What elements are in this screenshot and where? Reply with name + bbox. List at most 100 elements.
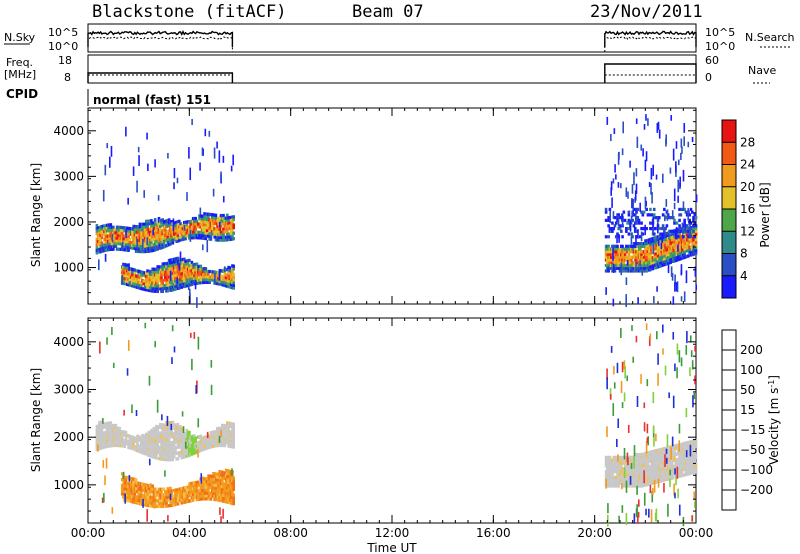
power-echo [616, 218, 619, 222]
velocity-echo [120, 444, 124, 448]
power-cbar-label: Power [dB] [758, 182, 772, 247]
power-echo [687, 229, 690, 233]
power-sparse [152, 229, 154, 236]
velocity-echo [641, 464, 645, 468]
nsky-tick-low: 10^0 [48, 40, 78, 53]
velocity-echo [99, 437, 102, 442]
power-echo [186, 225, 190, 229]
velocity-echo [205, 491, 209, 495]
velocity-echo [694, 461, 698, 466]
power-echo [103, 224, 106, 228]
power-echo [683, 218, 686, 222]
power-echo [661, 244, 665, 248]
power-echo [191, 230, 195, 234]
power-sparse [617, 182, 620, 188]
power-echo [668, 250, 671, 254]
power-echo [203, 275, 206, 279]
velocity-sparse [633, 513, 636, 524]
velocity-echo [200, 445, 204, 449]
power-echo [692, 238, 695, 243]
velocity-echo [224, 441, 228, 445]
velocity-echo [620, 470, 623, 474]
velocity-echo [103, 439, 106, 443]
power-sparse [670, 115, 673, 121]
power-sparse [614, 164, 616, 173]
cpid-mode: normal (fast) 151 [93, 93, 211, 107]
power-echo [114, 231, 118, 235]
power-sparse [672, 148, 675, 161]
velocity-echo [200, 491, 204, 495]
velocity-echo [180, 501, 184, 505]
power-echo [227, 221, 230, 225]
power-sparse [677, 195, 679, 203]
freq-panel: Freq. [MHz] 18 8 60 0 Nave [4, 54, 776, 84]
power-echo [180, 274, 184, 278]
power-echo [142, 279, 146, 283]
velocity-echo [208, 483, 211, 487]
power-echo [156, 289, 159, 294]
velocity-sparse [148, 458, 151, 466]
velocity-echo [156, 428, 159, 432]
velocity-sparse [99, 341, 101, 354]
power-sparse [206, 239, 209, 253]
velocity-sparse [616, 438, 618, 448]
velocity-echo [611, 478, 614, 482]
power-sparse [188, 147, 190, 159]
power-echo [185, 223, 189, 227]
velocity-echo [665, 446, 669, 450]
velocity-echo [232, 484, 235, 489]
power-echo [203, 278, 206, 282]
power-echo [692, 218, 695, 222]
velocity-sparse [653, 437, 655, 447]
velocity-echo [678, 466, 681, 470]
velocity-echo [162, 487, 166, 491]
velocity-sparse [124, 493, 127, 504]
power-sparse [695, 194, 698, 203]
power-echo [169, 285, 172, 290]
power-echo [207, 215, 210, 219]
velocity-echo [651, 481, 655, 485]
velocity-sparse [689, 444, 692, 457]
velocity-echo [191, 498, 195, 502]
power-echo [104, 245, 108, 250]
power-echo [104, 232, 108, 236]
velocity-echo [613, 455, 617, 459]
x-tick-label: 04:00 [172, 526, 207, 540]
power-echo [161, 234, 165, 238]
velocity-echo [661, 450, 665, 454]
power-echo [134, 227, 138, 232]
velocity-echo [143, 452, 147, 456]
power-sparse [680, 296, 683, 302]
velocity-sparse [685, 345, 688, 355]
power-cbar-tick-label: 8 [740, 247, 748, 261]
power-echo [108, 242, 111, 246]
power-echo [124, 274, 128, 278]
power-echo [196, 225, 200, 229]
power-sparse [222, 155, 225, 163]
velocity-sparse [692, 395, 694, 408]
power-sparse [223, 266, 226, 273]
velocity-echo [171, 423, 175, 427]
velocity-echo [632, 478, 636, 482]
velocity-sparse [647, 436, 649, 446]
velocity-echo [133, 436, 137, 440]
power-sparse [676, 281, 679, 293]
power-sparse [609, 210, 612, 224]
velocity-sparse [643, 470, 645, 484]
power-sparse [665, 138, 667, 147]
power-cbar-swatch [722, 164, 736, 188]
velocity-echo [222, 435, 225, 439]
power-sparse [635, 235, 637, 246]
power-echo [217, 230, 220, 234]
velocity-echo [224, 426, 228, 431]
velocity-echo [179, 442, 182, 446]
power-echo [179, 264, 182, 268]
power-echo [146, 269, 149, 273]
velocity-echo [129, 496, 133, 501]
power-sparse [674, 282, 676, 292]
power-sparse [652, 244, 655, 254]
power-echo [199, 270, 203, 274]
power-echo [688, 213, 691, 217]
power-sparse [629, 160, 631, 168]
power-echo [126, 263, 129, 267]
